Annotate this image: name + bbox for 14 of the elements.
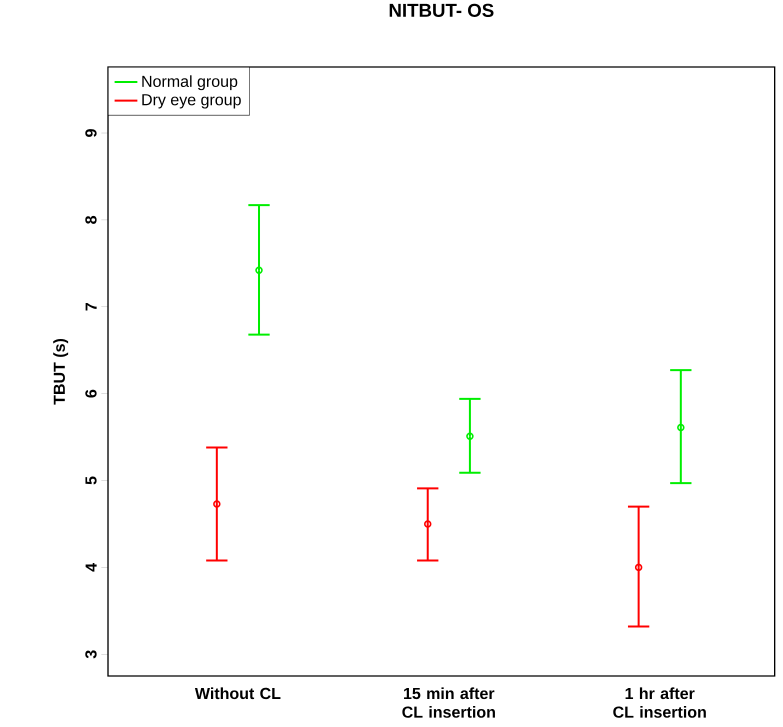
y-axis-title: TBUT (s) bbox=[53, 338, 68, 405]
x-tick-label: 1 hr after CL insertion bbox=[613, 687, 706, 718]
x-tick-label: 15 min after CL insertion bbox=[402, 687, 495, 718]
y-tick-label: 5 bbox=[85, 476, 97, 484]
legend-label: Dry eye group bbox=[142, 94, 241, 109]
legend-label: Normal group bbox=[142, 75, 238, 90]
y-tick-label: 8 bbox=[85, 216, 97, 224]
x-tick-label: Without CL bbox=[194, 687, 280, 700]
y-tick-label: 3 bbox=[85, 650, 97, 658]
y-tick-label: 6 bbox=[85, 390, 97, 398]
y-tick-label: 4 bbox=[86, 563, 97, 572]
y-tick-label: 7 bbox=[86, 303, 97, 311]
y-tick-label: 9 bbox=[85, 129, 97, 137]
chart-title: NITBUT- OS bbox=[390, 4, 494, 17]
